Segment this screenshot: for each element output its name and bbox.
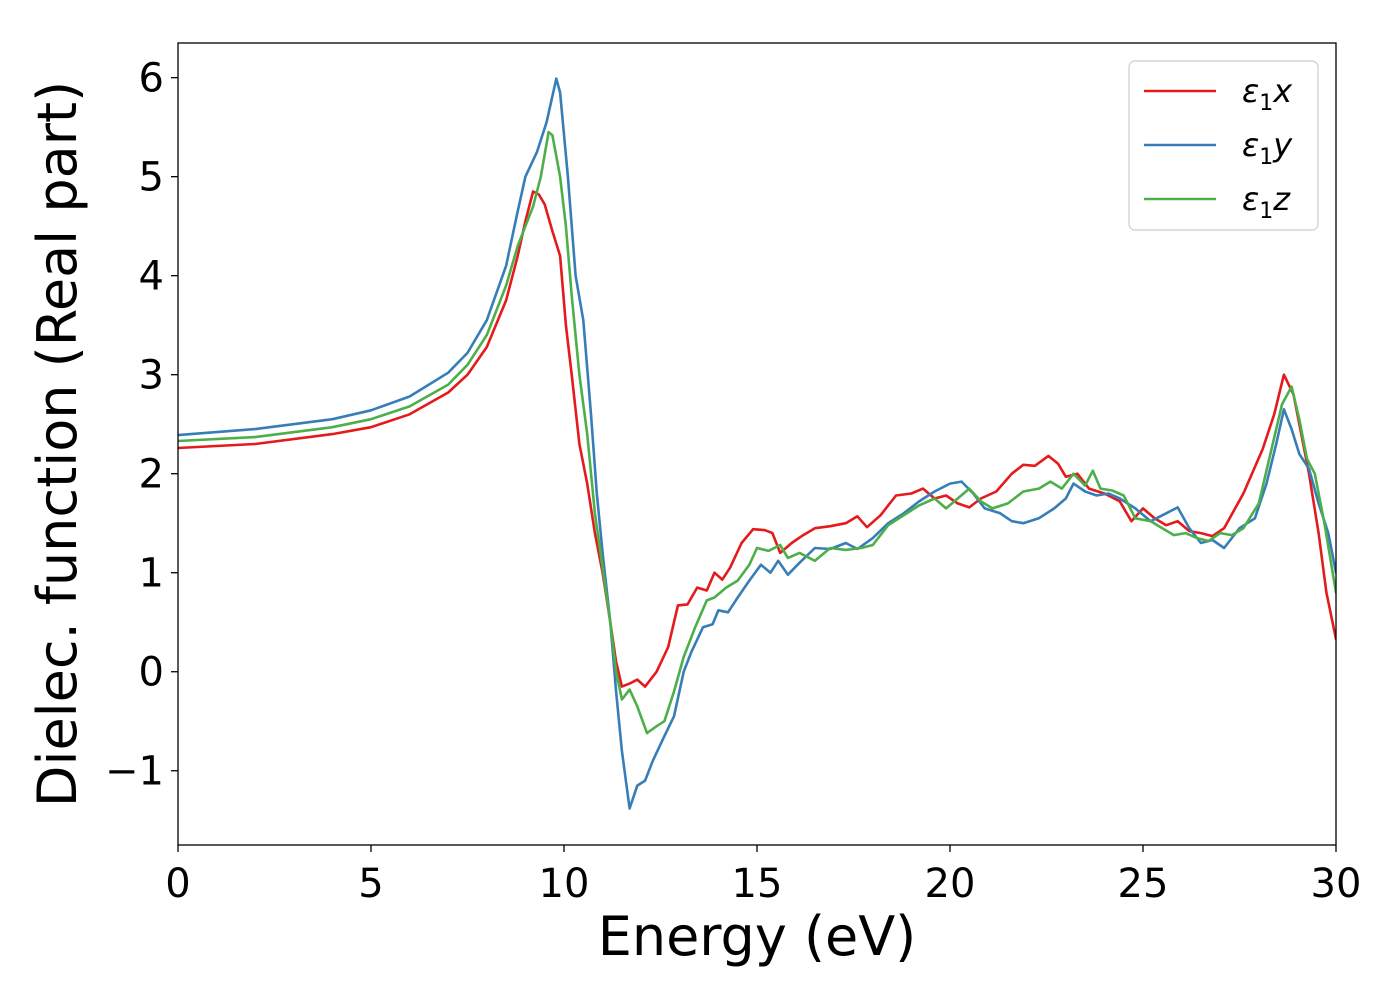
series-line-1 [178, 190, 1336, 688]
y-tick-label: 2 [139, 452, 164, 498]
legend-label-3: ε1z [1242, 180, 1291, 224]
x-tick-label: 15 [732, 861, 783, 907]
x-tick-label: 0 [165, 861, 190, 907]
legend-label-subscript: 1 [1259, 199, 1273, 224]
legend-label-suffix: y [1272, 126, 1293, 164]
legend-label-1: ε1x [1242, 72, 1293, 116]
y-axis-ticks: −1 0 1 2 3 4 5 6 [105, 56, 178, 795]
x-axis-label: Energy (eV) [598, 905, 917, 968]
x-axis-ticks: 0 5 10 15 20 25 30 [165, 845, 1361, 907]
legend-label-2: ε1y [1242, 126, 1293, 170]
y-tick-label: 6 [139, 56, 164, 102]
legend-frame [1128, 60, 1319, 231]
x-tick-label: 25 [1118, 861, 1169, 907]
x-tick-label: 10 [539, 861, 590, 907]
y-tick-label: 5 [139, 155, 164, 201]
y-tick-label: 0 [139, 650, 164, 696]
legend-label-subscript: 1 [1259, 145, 1273, 170]
y-tick-label: −1 [105, 749, 164, 795]
y-tick-label: 1 [139, 551, 164, 597]
legend-label-subscript: 1 [1259, 91, 1273, 116]
y-tick-label: 4 [139, 254, 164, 300]
y-axis-label: Dielec. function (Real part) [26, 81, 89, 807]
x-tick-label: 30 [1311, 861, 1362, 907]
legend-label-base: ε [1242, 126, 1259, 164]
legend-label-base: ε [1242, 72, 1259, 110]
series-line-3 [178, 130, 1336, 735]
y-tick-label: 3 [139, 353, 164, 399]
legend-label-suffix: z [1272, 180, 1291, 218]
series-layer [178, 77, 1336, 810]
x-tick-label: 5 [358, 861, 383, 907]
x-tick-label: 20 [925, 861, 976, 907]
legend-label-suffix: x [1272, 72, 1293, 110]
legend-label-base: ε [1242, 180, 1259, 218]
